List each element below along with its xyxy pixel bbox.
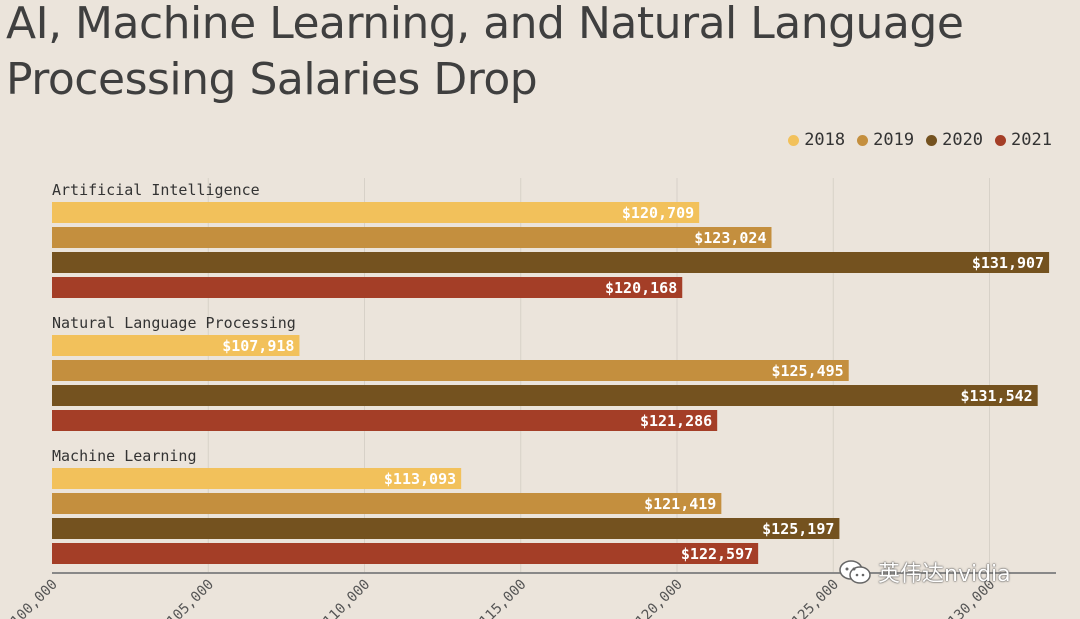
legend-item-2021: 2021	[995, 130, 1052, 150]
x-tick-label: $110,000	[314, 577, 373, 619]
bar-value-label: $122,597	[681, 545, 753, 563]
bar-value-label: $120,168	[605, 279, 677, 297]
legend-item-2019: 2019	[857, 130, 914, 150]
legend-label: 2018	[804, 130, 846, 150]
x-tick-label: $125,000	[783, 577, 842, 619]
x-tick-label: $100,000	[2, 577, 61, 619]
chart-title: AI, Machine Learning, and Natural Langua…	[6, 0, 1006, 108]
bar-2019	[52, 493, 722, 514]
x-tick-label: $115,000	[471, 577, 530, 619]
bar-2018	[52, 335, 300, 356]
bar-value-label: $121,419	[644, 495, 716, 513]
legend-item-2020: 2020	[926, 130, 983, 150]
bar-2020	[52, 252, 1050, 273]
chart-title-line-2: Processing Salaries Drop	[6, 54, 538, 105]
category-label: Machine Learning	[52, 447, 197, 465]
bar-2019	[52, 360, 849, 381]
legend-label: 2021	[1011, 130, 1052, 150]
bar-2021	[52, 543, 759, 564]
watermark: 英伟达nvidia	[838, 556, 1011, 588]
legend-swatch	[857, 134, 869, 146]
bar-value-label: $120,709	[622, 204, 694, 222]
bar-2020	[52, 385, 1038, 406]
bar-2021	[52, 277, 683, 298]
x-tick-label: $105,000	[158, 577, 217, 619]
bar-2021	[52, 410, 718, 431]
bar-value-label: $113,093	[384, 470, 456, 488]
chart-title-line-1: AI, Machine Learning, and Natural Langua…	[6, 0, 964, 49]
category-label: Natural Language Processing	[52, 314, 296, 332]
bar-value-label: $121,286	[640, 412, 712, 430]
legend-swatch	[926, 134, 938, 146]
bar-2018	[52, 468, 462, 489]
x-tick-label: $120,000	[627, 577, 686, 619]
bar-value-label: $107,918	[222, 337, 294, 355]
bar-value-label: $131,542	[960, 387, 1032, 405]
bar-value-label: $131,907	[972, 254, 1044, 272]
bar-value-label: $125,197	[762, 520, 834, 538]
bar-value-label: $123,024	[694, 229, 766, 247]
legend-label: 2019	[873, 130, 915, 150]
legend-swatch	[995, 134, 1007, 146]
bar-2018	[52, 202, 700, 223]
watermark-text: 英伟达nvidia	[878, 562, 1011, 587]
category-label: Artificial Intelligence	[52, 181, 260, 199]
legend-item-2018: 2018	[788, 130, 845, 150]
legend-swatch	[788, 134, 800, 146]
legend: 2018 2019 2020 2021	[788, 130, 1052, 150]
bar-2020	[52, 518, 840, 539]
legend-label: 2020	[942, 130, 984, 150]
bar-2019	[52, 227, 772, 248]
chat-bubbles-icon	[838, 558, 872, 586]
bar-value-label: $125,495	[771, 362, 843, 380]
